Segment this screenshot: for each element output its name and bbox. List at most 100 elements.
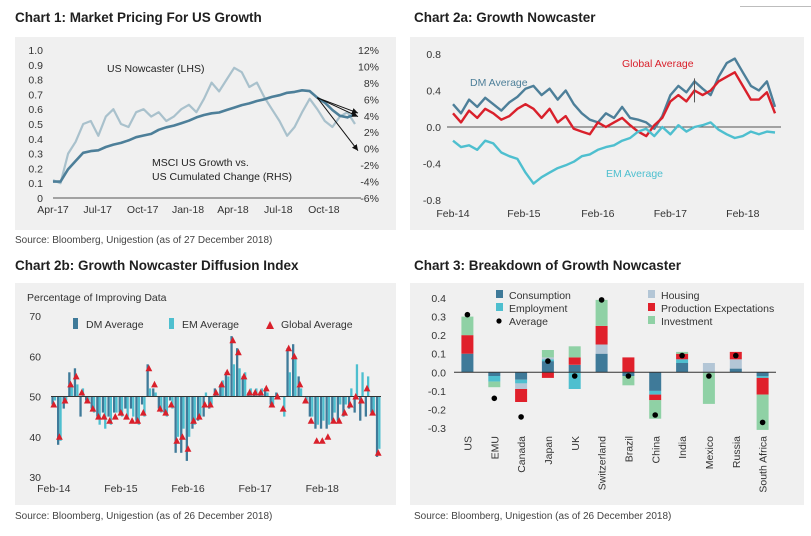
- global-average-marker: [184, 445, 192, 452]
- em-average-bar: [378, 396, 381, 449]
- dm-average-bar: [135, 396, 138, 421]
- legend-em-label: EM Average: [182, 319, 239, 331]
- y-tick-label: 0.2: [431, 330, 446, 342]
- x-tick-label: Oct-17: [127, 204, 159, 216]
- consumption-segment: [541, 361, 554, 373]
- dm-average-bar: [236, 348, 239, 397]
- em-average-bar: [350, 388, 353, 397]
- global-average-marker: [324, 433, 332, 440]
- x-category-label: Canada: [516, 436, 528, 473]
- production-expectations-segment: [461, 335, 474, 354]
- y-right-tick-label: -2%: [360, 160, 379, 172]
- global-average-marker: [117, 409, 125, 416]
- investment-segment: [756, 394, 769, 430]
- em-average-label: EM Average: [606, 168, 663, 180]
- em-average-bar: [120, 396, 124, 417]
- global-average-label: Global Average: [622, 58, 694, 70]
- legend-investment-swatch: [648, 316, 655, 324]
- global-average-marker: [246, 388, 253, 396]
- dm-average-bar: [331, 396, 334, 421]
- global-average-marker: [106, 417, 114, 424]
- global-average-marker: [341, 409, 348, 416]
- em-average-bar: [182, 396, 185, 429]
- consumption-segment: [568, 364, 581, 373]
- x-tick-label: Feb-17: [654, 208, 687, 220]
- global-average-marker: [156, 405, 164, 412]
- dm-average-bar: [163, 396, 166, 413]
- average-dot: [491, 395, 498, 402]
- global-average-marker: [279, 405, 287, 412]
- em-average-bar: [59, 396, 62, 441]
- global-average-marker: [173, 437, 181, 444]
- chart2b-source: Source: Bloomberg, Unigestion (as of 26 …: [15, 511, 273, 522]
- global-average-marker: [201, 401, 209, 408]
- global-average-marker: [363, 384, 371, 392]
- global-average-marker: [111, 413, 119, 420]
- housing-segment: [595, 344, 608, 354]
- em-average-bar: [65, 396, 68, 401]
- em-average-bar: [271, 396, 275, 405]
- em-average-bar: [294, 356, 297, 397]
- global-average-marker: [335, 417, 343, 424]
- dm-average-bar: [241, 376, 244, 397]
- y-left-tick-label: 0.7: [28, 89, 43, 101]
- global-average-marker: [313, 437, 321, 444]
- dm-average-bar: [269, 396, 272, 405]
- dm-average-bar: [375, 396, 379, 457]
- em-average-bar: [221, 380, 224, 397]
- x-tick-label: Apr-18: [217, 204, 249, 216]
- y-left-tick-label: 0.5: [28, 119, 43, 131]
- x-tick-label: Feb-14: [436, 208, 469, 220]
- dm-average-bar: [85, 396, 88, 401]
- production-expectations-segment: [622, 357, 635, 373]
- em-average-bar: [115, 396, 118, 413]
- legend-consumption-label: Consumption: [509, 290, 571, 302]
- dm-average-bar: [308, 396, 311, 417]
- em-average-bar: [367, 376, 370, 397]
- consumption-segment: [729, 368, 742, 373]
- em-average-bar: [176, 396, 180, 437]
- y-tick-label: 0.0: [426, 122, 441, 134]
- em-average-bar: [109, 396, 112, 425]
- y-left-tick-label: 0.1: [28, 178, 43, 190]
- chart2b-title: Chart 2b: Growth Nowcaster Diffusion Ind…: [15, 258, 299, 273]
- average-dot: [652, 412, 658, 418]
- average-dot: [545, 358, 551, 364]
- investment-segment: [622, 376, 635, 386]
- chart3-source: Source: Bloomberg, Unigestion (as of 26 …: [414, 511, 672, 522]
- x-category-label: EMU: [489, 436, 501, 459]
- em-average-bar: [305, 396, 308, 401]
- y-right-tick-label: 10%: [358, 61, 379, 73]
- x-category-label: Mexico: [704, 436, 716, 469]
- global-average-marker: [240, 372, 248, 380]
- dm-average-bar: [230, 336, 233, 397]
- global-average-marker: [50, 401, 58, 408]
- dm-average-bar: [191, 396, 194, 429]
- global-average-marker: [128, 417, 136, 424]
- global-average-marker: [195, 413, 203, 420]
- investment-segment: [595, 299, 608, 326]
- chart1-plot: 1.0 0.9 0.8 0.7 0.6 0.5 0.4 0.3 0.2 0.1 0 12% 10% 8% 6…: [28, 45, 379, 216]
- x-tick-label: Feb-18: [726, 208, 759, 220]
- global-average-marker: [207, 401, 214, 408]
- dm-average-bar: [342, 396, 345, 417]
- annotation-msci-line2: US Cumulated Change (RHS): [152, 171, 292, 183]
- average-dot: [759, 419, 766, 426]
- legend-em-swatch: [169, 318, 174, 329]
- y-right-tick-label: 4%: [364, 111, 379, 123]
- consumption-segment: [595, 353, 608, 373]
- legend-housing-label: Housing: [661, 290, 700, 302]
- dm-average-bar: [319, 396, 323, 429]
- y-tick-label: 0.4: [426, 86, 441, 98]
- dm-average-bar: [79, 396, 82, 417]
- global-average-marker: [139, 409, 147, 416]
- x-tick-label: Feb-14: [37, 483, 70, 495]
- em-average-bar: [154, 392, 157, 397]
- y-left-tick-label: 0.9: [28, 60, 43, 72]
- top-right-rule: [740, 6, 811, 7]
- global-average-marker: [223, 368, 231, 376]
- em-average-bar: [199, 396, 202, 417]
- global-average-marker: [307, 417, 315, 424]
- production-expectations-segment: [541, 372, 554, 378]
- housing-segment: [702, 363, 715, 373]
